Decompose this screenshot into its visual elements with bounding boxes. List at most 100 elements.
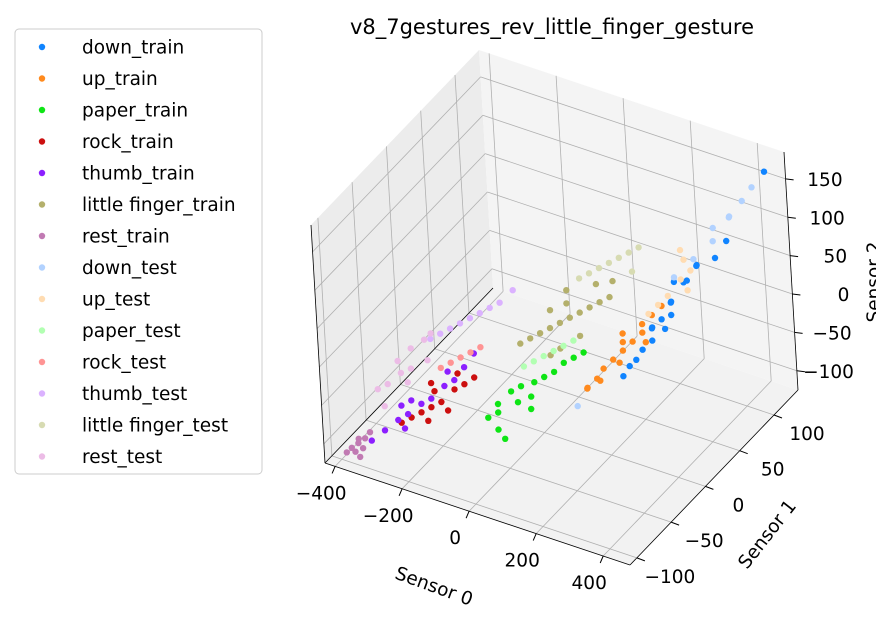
- data-point: [615, 254, 622, 261]
- data-point: [570, 337, 577, 344]
- x-tick-label: 400: [572, 573, 607, 594]
- data-point: [366, 429, 374, 436]
- x-tick: [599, 555, 604, 564]
- data-point: [684, 287, 691, 294]
- data-point: [709, 238, 716, 245]
- legend-label: down_test: [82, 258, 177, 279]
- y-tick-label: 100: [789, 424, 824, 445]
- z-grid-left: [312, 76, 481, 253]
- data-point: [546, 324, 554, 332]
- axes-panes: [311, 50, 798, 565]
- legend-label: rest_test: [82, 447, 162, 468]
- x-grid-back: [756, 142, 772, 382]
- data-point: [576, 309, 583, 316]
- data-point: [528, 393, 535, 400]
- data-point: [509, 287, 516, 294]
- legend-marker: [38, 327, 46, 334]
- data-point: [668, 311, 675, 319]
- data-point: [431, 388, 438, 395]
- series-up-train: [584, 302, 665, 392]
- legend-marker: [38, 390, 46, 397]
- series-paper-train: [485, 349, 587, 442]
- data-point: [420, 336, 428, 343]
- data-point: [361, 435, 369, 442]
- z-tick: [796, 370, 805, 373]
- data-point: [447, 359, 454, 366]
- legend-marker: [38, 421, 46, 429]
- data-point: [592, 280, 600, 288]
- data-point: [495, 426, 502, 433]
- data-point: [709, 224, 716, 232]
- z-grid-back: [491, 268, 798, 372]
- z-tick-label: 50: [824, 247, 848, 268]
- data-point: [638, 320, 646, 328]
- data-point: [605, 259, 613, 267]
- data-point: [494, 400, 502, 408]
- legend-marker: [38, 264, 46, 271]
- data-point: [528, 405, 535, 413]
- y-grid-left: [317, 217, 333, 456]
- left-wall-pane: [311, 50, 493, 463]
- data-point: [467, 349, 474, 356]
- x-tick-label: −400: [296, 483, 347, 504]
- y-tick: [670, 521, 680, 526]
- data-point: [398, 402, 405, 409]
- z-grid-left: [314, 115, 484, 291]
- y-tick: [773, 414, 783, 419]
- data-point: [595, 264, 603, 272]
- data-point: [425, 417, 432, 424]
- x-axis-line: [324, 462, 631, 566]
- data-point: [584, 384, 591, 391]
- data-point: [738, 197, 745, 205]
- data-point: [645, 310, 652, 318]
- series-down-train: [620, 168, 768, 380]
- data-point: [594, 375, 601, 382]
- y-grid-left: [386, 146, 401, 385]
- legend-label: up_train: [82, 69, 158, 90]
- data-point: [437, 364, 444, 372]
- data-point: [355, 435, 362, 442]
- legend-marker: [38, 75, 46, 82]
- y-axis-label: Sensor 1: [734, 496, 800, 573]
- z-axis-line: [783, 151, 799, 391]
- data-point: [517, 340, 524, 347]
- axis-lines: [310, 151, 805, 566]
- z-axis-label: Sensor 2: [864, 241, 876, 322]
- data-point: [560, 359, 567, 366]
- data-point: [609, 277, 616, 285]
- legend-label: thumb_test: [82, 384, 187, 405]
- data-point: [394, 357, 401, 365]
- legend-label: down_train: [82, 38, 184, 59]
- legend-label: rest_train: [82, 227, 170, 248]
- data-point: [649, 337, 656, 344]
- data-point: [628, 268, 636, 275]
- data-point: [395, 416, 402, 424]
- x-tick-label: 200: [505, 551, 540, 572]
- x-grid-back: [555, 75, 571, 314]
- legend-label: little finger_test: [82, 416, 228, 437]
- data-point: [616, 359, 623, 366]
- data-point: [407, 365, 415, 372]
- legend-label: little finger_train: [82, 195, 236, 216]
- data-point: [408, 397, 415, 404]
- data-point: [626, 362, 633, 370]
- z-tick: [794, 331, 803, 334]
- data-points: [343, 168, 768, 461]
- data-point: [460, 364, 468, 371]
- data-point: [680, 256, 687, 263]
- x-grid-floor: [401, 313, 571, 490]
- data-point: [438, 398, 445, 406]
- y-grid-floor: [331, 455, 638, 559]
- y-grid-left: [454, 74, 470, 314]
- series-rock-test: [437, 344, 484, 372]
- data-point: [566, 314, 573, 321]
- z-tick-label: 100: [809, 208, 844, 229]
- data-point: [466, 315, 474, 322]
- data-point: [437, 330, 444, 337]
- data-point: [667, 298, 675, 305]
- data-point: [444, 368, 451, 375]
- legend-marker: [38, 169, 46, 177]
- data-point: [639, 346, 646, 353]
- data-point: [654, 301, 662, 309]
